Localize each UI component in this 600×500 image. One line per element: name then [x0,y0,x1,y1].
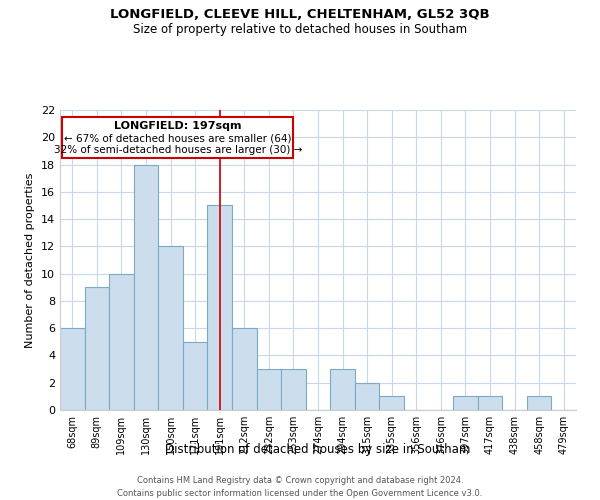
Bar [478,396,502,410]
Bar [527,396,551,410]
Text: Distribution of detached houses by size in Southam: Distribution of detached houses by size … [166,442,470,456]
Text: LONGFIELD: 197sqm: LONGFIELD: 197sqm [114,121,242,131]
Bar [281,369,306,410]
Text: ← 67% of detached houses are smaller (64): ← 67% of detached houses are smaller (64… [64,133,292,143]
Bar [379,396,404,410]
Bar [158,246,183,410]
Bar [183,342,208,410]
Bar [257,369,281,410]
Text: Contains HM Land Registry data © Crown copyright and database right 2024.
Contai: Contains HM Land Registry data © Crown c… [118,476,482,498]
Bar [355,382,379,410]
Bar [60,328,85,410]
Bar [232,328,257,410]
Text: LONGFIELD, CLEEVE HILL, CHELTENHAM, GL52 3QB: LONGFIELD, CLEEVE HILL, CHELTENHAM, GL52… [110,8,490,20]
Bar [109,274,134,410]
Bar [453,396,478,410]
Bar [208,206,232,410]
Y-axis label: Number of detached properties: Number of detached properties [25,172,35,348]
FancyBboxPatch shape [62,117,293,158]
Bar [134,164,158,410]
Text: 32% of semi-detached houses are larger (30) →: 32% of semi-detached houses are larger (… [54,146,302,156]
Bar [330,369,355,410]
Bar [85,288,109,410]
Text: Size of property relative to detached houses in Southam: Size of property relative to detached ho… [133,22,467,36]
